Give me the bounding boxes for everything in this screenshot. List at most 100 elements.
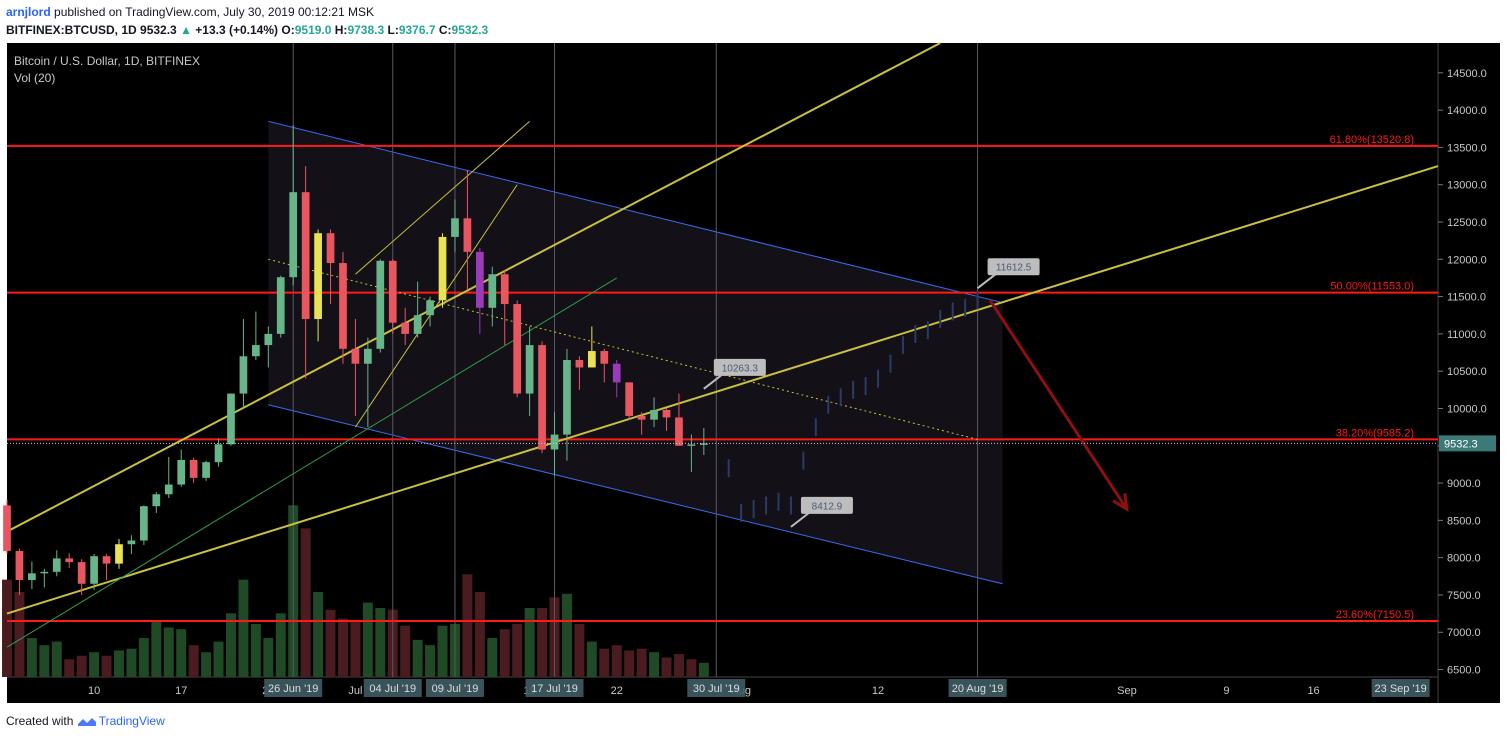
candle-body [538, 345, 546, 450]
candle-body [239, 356, 248, 394]
volume-bar [151, 620, 162, 677]
high-value: 9738.3 [347, 23, 385, 37]
x-date-label: 04 Jul '19 [369, 683, 416, 695]
volume-bar [350, 620, 361, 677]
channel-lower-line [268, 404, 1003, 585]
axis-layer: 6500.07000.07500.08000.08500.09000.09500… [7, 68, 1496, 697]
volume-bar [474, 592, 485, 677]
fib-level-label: 38.20%(9585.2) [1336, 427, 1414, 439]
candle-body [301, 192, 310, 319]
candle-body [438, 236, 447, 301]
candle-body [52, 558, 61, 572]
y-tick-label: 9000.0 [1447, 478, 1481, 490]
callout-pointer [703, 374, 723, 390]
volume-bar [201, 652, 212, 677]
symbol: BITFINEX:BTCUSD, 1D [6, 23, 137, 37]
callouts-layer: 10263.3 8412.9 11612.5 [703, 258, 1040, 528]
candle-body [214, 444, 223, 463]
fib-layer: 61.80%(13520.8) 50.00%(11553.0) 38.20%(958… [7, 134, 1438, 623]
callout-box [713, 358, 766, 376]
volume-bar [114, 650, 124, 677]
chart-title: Bitcoin / U.S. Dollar, 1D, BITFINEX [14, 54, 200, 68]
x-tick-label: 12 [872, 685, 884, 697]
candle-body [500, 274, 509, 305]
projection-layer [727, 291, 1129, 522]
x-date-label-box [948, 679, 1007, 697]
low-label: L: [387, 23, 399, 37]
candle-body [351, 348, 360, 364]
candle-body [326, 233, 335, 264]
symbol-info: BITFINEX:BTCUSD, 1D 9532.3 ▲ +13.3 (+0.1… [6, 23, 488, 37]
username[interactable]: arnjlord [6, 5, 51, 19]
candle-body [115, 544, 123, 564]
forecast-arrow-line [988, 299, 1129, 510]
x-date-label: 17 Jul '19 [531, 683, 578, 695]
open-label: O: [281, 23, 295, 37]
candle-body [388, 260, 397, 323]
volume-bar [76, 655, 87, 677]
candle-body [451, 218, 459, 237]
volume-bar [499, 629, 510, 677]
low-value: 9376.7 [398, 23, 436, 37]
y-tick-label: 8500.0 [1447, 515, 1481, 527]
candle-body [102, 556, 111, 564]
volume-bar [375, 607, 386, 677]
candle-body [587, 351, 596, 368]
close-label: C: [438, 23, 452, 37]
callout-label: 8412.9 [812, 501, 843, 512]
tradingview-brand[interactable]: TradingView [98, 714, 165, 728]
price-axis[interactable] [1438, 43, 1500, 703]
x-date-label-box [425, 679, 484, 697]
x-tick-label: 10 [88, 685, 100, 697]
candle-body [413, 315, 422, 334]
candle-body [475, 251, 484, 308]
published-text: published on TradingView.com, July 30, 2… [54, 5, 375, 19]
candle-body [612, 363, 621, 383]
high-label: H: [334, 23, 348, 37]
candle-body [339, 263, 347, 349]
volume-bar [163, 627, 174, 677]
candle-body [202, 462, 210, 478]
candle-body [575, 360, 584, 368]
candle-body [77, 562, 86, 584]
y-tick-label: 11500.0 [1447, 292, 1486, 304]
x-tick-label: 9 [1223, 685, 1229, 697]
x-date-label: 09 Jul '19 [432, 683, 479, 695]
y-tick-label: 14500.0 [1447, 68, 1487, 80]
x-tick-label: 22 [611, 685, 623, 697]
y-tick-label: 14000.0 [1447, 105, 1487, 117]
candle-body [650, 409, 658, 420]
candle-body [550, 434, 559, 450]
dotted-trendline [268, 258, 978, 440]
tradingview-logo-icon [77, 718, 96, 726]
vertical-markers-layer [292, 43, 979, 677]
volume-bar [138, 638, 149, 677]
volume-bar [611, 645, 622, 677]
candle-body [276, 277, 285, 334]
publish-info: arnjlord published on TradingView.com, J… [6, 5, 374, 19]
candle-body [264, 333, 273, 346]
candle-body [488, 274, 497, 308]
fib-level-label: 23.60%(7150.5) [1336, 609, 1414, 621]
volume-bar [126, 648, 137, 677]
fib-level-label: 61.80%(13520.8) [1330, 134, 1414, 146]
candle-body [563, 360, 571, 435]
x-date-label-box [687, 679, 746, 697]
volume-indicator-label: Vol (20) [14, 71, 55, 85]
volume-bar [188, 645, 199, 677]
volume-bar [462, 574, 473, 677]
volume-bar [64, 659, 75, 677]
volume-bar [487, 638, 498, 677]
fib-level-label: 50.00%(11553.0) [1330, 281, 1414, 293]
y-tick-label: 8000.0 [1447, 553, 1481, 565]
volume-bar [213, 641, 224, 677]
trendline [6, 165, 1439, 615]
volume-bar [263, 638, 274, 677]
volume-bar [337, 618, 348, 677]
candle-body [364, 348, 372, 364]
volume-bar [238, 579, 249, 677]
price-change: +13.3 (+0.14%) [195, 23, 279, 37]
candle-body [376, 260, 385, 349]
up-triangle-icon: ▲ [180, 23, 192, 37]
